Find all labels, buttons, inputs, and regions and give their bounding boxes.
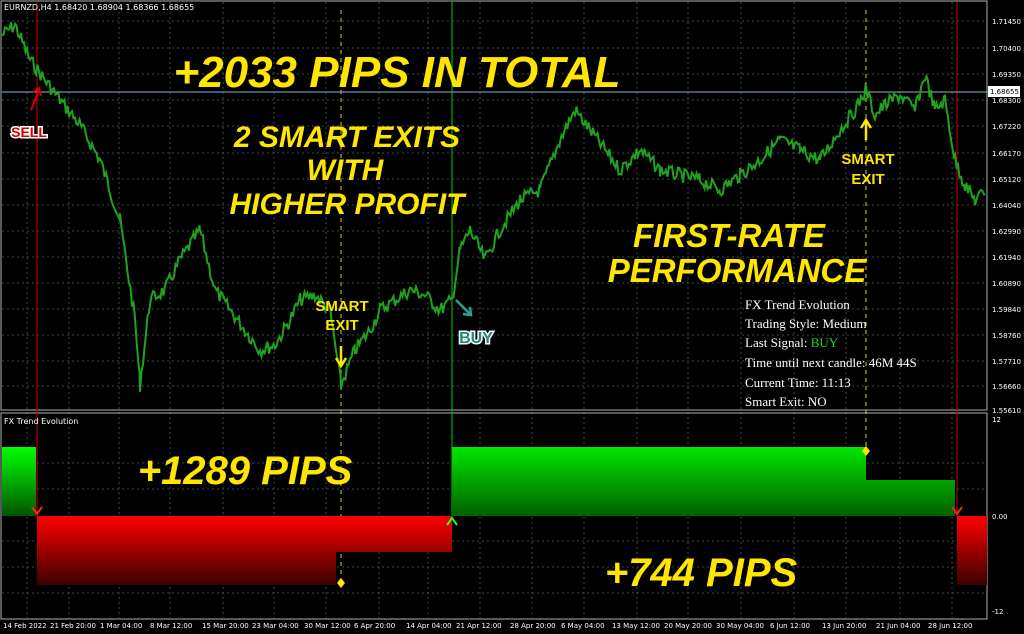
price-axis-label: 1.58760 [992,332,1021,340]
ind-axis-max: 12 [992,416,1001,424]
info-current-time: Current Time: 11:13 [745,375,851,390]
time-axis-label: 23 Mar 04:00 [252,622,299,630]
headline-smart-exits-line1: 2 SMART EXITS [233,121,460,154]
ind-axis-min: -12 [992,608,1003,616]
time-axis: 14 Feb 2022 21 Feb 20:00 1 Mar 04:00 8 Mar … [3,622,972,630]
time-axis-label: 28 Apr 20:00 [510,622,556,630]
ind-up-arrow [446,516,458,526]
price-axis-label: 1.56660 [992,383,1021,391]
time-axis-label: 8 Mar 12:00 [150,622,192,630]
smart-exit-2-line1: SMART [841,151,894,168]
info-last-signal: Last Signal: BUY [745,335,838,351]
ind-exit-diamond-1 [337,578,345,588]
time-axis-label: 30 Mar 12:00 [304,622,351,630]
info-last-signal-value: BUY [810,335,839,350]
time-axis-label: 13 Jun 20:00 [822,622,866,630]
headline-smart-exits-line2: WITH [307,154,385,187]
headline-744-pips: +744 PIPS [605,551,798,595]
info-last-signal-prefix: Last Signal: [745,335,811,350]
price-axis-label: 1.70400 [992,45,1021,53]
sell-arrow-icon [30,86,42,111]
headline-performance: PERFORMANCE [608,252,867,289]
price-axis-label: 1.66170 [992,150,1021,158]
smart-exit-1-line1: SMART [315,298,368,315]
price-axis-label: 1.62990 [992,228,1021,236]
time-axis-label: 6 Apr 20:00 [354,622,395,630]
smart-exit-2-line2: EXIT [851,171,884,188]
price-series [1,21,986,392]
current-price-tag [988,86,1020,97]
info-smart-exit: Smart Exit: NO [745,394,827,409]
time-axis-label: 30 May 04:00 [716,622,764,630]
time-axis-label: 6 Jun 12:00 [770,622,810,630]
time-axis-label: 14 Feb 2022 [3,622,47,630]
ind-down-arrow-2 [951,506,963,516]
time-axis-label: 21 Feb 20:00 [50,622,96,630]
buy-arrow-icon [455,299,473,317]
time-axis-label: 1 Mar 04:00 [100,622,142,630]
symbol-header: EURNZD,H4 1.68420 1.68904 1.68366 1.6865… [4,3,195,12]
ind-exit-diamond-2 [862,446,870,456]
price-axis-label: 1.67220 [992,123,1021,131]
price-axis-label: 1.64040 [992,202,1021,210]
price-axis-label: 1.71450 [992,18,1021,26]
subwindow-title: FX Trend Evolution [4,417,79,426]
price-axis-label: 1.57710 [992,358,1021,366]
time-axis-label: 20 May 20:00 [664,622,712,630]
price-axis-label: 1.61940 [992,254,1021,262]
info-trading-style: Trading Style: Medium [745,316,867,331]
time-axis-label: 28 Jun 12:00 [928,622,972,630]
headline-total-pips: +2033 PIPS IN TOTAL [173,48,620,97]
main-window-border [0,0,988,411]
smart-exit-up-arrow-icon [859,117,873,140]
sell-label: SELL [11,124,47,140]
ind-down-arrow-1 [31,506,43,516]
headline-smart-exits-line3: HIGHER PROFIT [229,188,467,221]
price-axis-label: 1.59840 [992,306,1021,314]
time-axis-label: 21 Jun 04:00 [876,622,920,630]
ind-axis-zero: 0.00 [992,513,1008,521]
price-axis-label: 1.65120 [992,176,1021,184]
histogram-bull-segment [452,447,955,516]
smart-exit-down-arrow-icon [334,346,348,369]
buy-label: BUY [459,330,493,347]
time-axis-label: 14 Apr 04:00 [406,622,452,630]
price-axis-label: 1.68300 [992,97,1021,105]
price-axis: 1.71450 1.70400 1.69350 1.68300 1.67220 1.661… [992,18,1021,415]
histogram-bear-segment [37,516,452,585]
time-axis-label: 21 Apr 12:00 [456,622,502,630]
time-axis-label: 13 May 12:00 [612,622,660,630]
headline-1289-pips: +1289 PIPS [138,449,353,493]
price-axis-label: 1.60890 [992,280,1021,288]
price-axis-label: 1.69350 [992,71,1021,79]
current-price-label: 1.68655 [990,88,1019,96]
histogram-bull-start [2,447,36,516]
headline-first-rate: FIRST-RATE [633,217,826,254]
info-next-candle: Time until next candle: 46M 44S [745,355,917,370]
smart-exit-1-line2: EXIT [325,317,358,334]
time-axis-label: 15 Mar 20:00 [202,622,249,630]
time-axis-label: 6 May 04:00 [561,622,605,630]
info-title: FX Trend Evolution [745,297,850,312]
histogram-bear-end [957,516,987,585]
price-axis-label: 1.55610 [992,407,1021,415]
